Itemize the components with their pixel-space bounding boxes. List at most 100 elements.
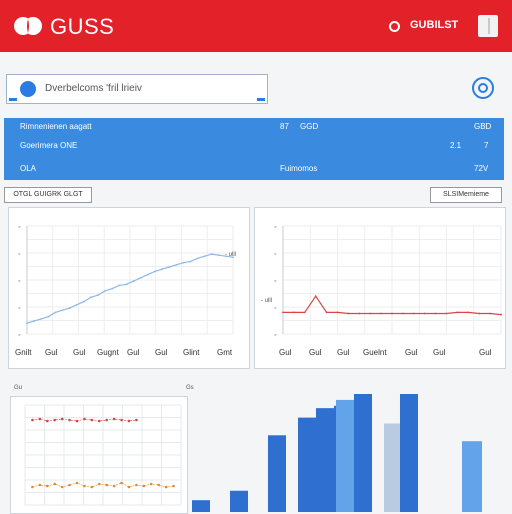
y-tick-label: ◦ <box>274 305 276 312</box>
data-point <box>125 283 128 286</box>
filter-button-right[interactable]: SLSIMemieme <box>430 187 502 203</box>
data-point <box>224 255 227 258</box>
right-xlabel-6: Gul <box>479 348 492 357</box>
bar-dark <box>400 394 418 512</box>
brand-name[interactable]: GUSS <box>50 14 115 39</box>
y-tick-label: ◦ <box>274 332 276 339</box>
filter-button-left[interactable]: OTGL GUIGRK GLGT <box>4 187 92 203</box>
data-point <box>61 309 64 312</box>
scatter-point <box>105 483 109 487</box>
bar-light <box>336 399 356 512</box>
banner-r3-val: 72V <box>474 164 489 173</box>
data-point <box>104 289 107 292</box>
data-point <box>210 253 213 255</box>
series-line <box>26 253 234 324</box>
data-point <box>189 260 192 263</box>
data-point <box>26 322 28 325</box>
left-chart-note: - ulll <box>225 252 237 258</box>
bar-dark <box>268 435 286 512</box>
bar-dark <box>316 408 334 512</box>
data-point <box>90 296 92 299</box>
y-tick-label: ◦ <box>274 278 276 285</box>
banner-r1-val3: GBD <box>474 122 492 131</box>
scatter-trend <box>32 418 137 422</box>
data-point <box>282 311 284 314</box>
banner-r2-label: Goerimera ONE <box>20 141 78 150</box>
banner-r1-val2: GGD <box>300 122 319 131</box>
y-tick-label: ◦ <box>18 278 20 285</box>
data-point <box>391 312 393 315</box>
search-input[interactable]: Dverbelcoms 'fril lrieiv <box>45 83 142 94</box>
search-box[interactable]: Dverbelcoms 'fril lrieiv <box>6 74 268 104</box>
banner-r2-val2: 7 <box>484 141 489 150</box>
data-point <box>232 256 234 259</box>
data-point <box>412 312 415 315</box>
data-point <box>478 312 481 315</box>
app-header: GUSS GUBILST <box>0 0 512 52</box>
data-point <box>203 255 206 258</box>
data-point <box>369 312 372 315</box>
scatter-point <box>142 484 146 488</box>
data-point <box>196 257 199 260</box>
data-point <box>111 287 114 290</box>
left-xlabel-7: Gmt <box>217 348 233 357</box>
right-xlabel-1: Gul <box>309 348 322 357</box>
status-dot-icon <box>389 21 400 32</box>
data-point <box>358 312 361 315</box>
right-xlabel-5: Gul <box>433 348 446 357</box>
data-point <box>336 311 339 314</box>
scatter-chart <box>24 404 182 506</box>
bar-dark <box>298 417 316 512</box>
bar-light <box>462 441 482 512</box>
data-point <box>347 312 350 315</box>
right-xlabel-2: Gul <box>337 348 350 357</box>
left-xlabel-5: Gul <box>155 348 168 357</box>
banner-r3-label: OLA <box>20 164 37 173</box>
left-xlabel-1: Gul <box>45 348 58 357</box>
y-tick-label: ◦ <box>18 332 20 339</box>
left-xlabel-2: Gul <box>73 348 86 357</box>
bar-dark <box>354 394 372 512</box>
data-point <box>68 307 71 309</box>
line-chart-panel-left: ◦ ◦ ◦ ◦ ◦ Gnilt Gul Gul Gugnt Gul Gul Glint … <box>8 207 250 369</box>
right-xlabel-3: Guelnt <box>363 348 387 357</box>
data-point <box>456 311 459 314</box>
right-xlabel-0: Gul <box>279 348 292 357</box>
data-point <box>168 266 170 268</box>
user-menu-label[interactable]: GUBILST <box>410 19 459 31</box>
banner-r2-val1: 2.1 <box>450 141 462 150</box>
data-point <box>182 261 185 264</box>
y-tick-label: ◦ <box>18 305 20 312</box>
left-xlabel-3: Gugnt <box>97 348 119 357</box>
data-point <box>434 312 437 315</box>
data-point <box>97 294 99 297</box>
menu-toggle-button[interactable] <box>478 15 498 37</box>
data-point <box>75 303 78 306</box>
bar-dark <box>230 490 248 512</box>
data-point <box>40 317 43 320</box>
data-point <box>293 311 295 314</box>
y-tick-label: ◦ <box>274 251 276 258</box>
data-point <box>500 313 502 316</box>
bar-dark <box>192 500 210 512</box>
scatter-panel-title: Gu <box>14 385 23 391</box>
data-point <box>153 270 156 273</box>
scatter-point <box>68 483 71 487</box>
data-point <box>33 320 36 322</box>
left-xlabel-0: Gnilt <box>15 348 32 357</box>
data-point <box>489 312 491 315</box>
data-point <box>467 311 470 314</box>
fingerprint-icon[interactable] <box>472 77 494 99</box>
right-chart-note: - ulll <box>261 298 273 304</box>
data-point <box>146 273 149 276</box>
data-point <box>314 295 317 298</box>
line-chart-panel-right: ◦ ◦ ◦ ◦ ◦ Gul Gul Gul Guelnt Gul Gul Gul - u… <box>254 207 506 369</box>
scatter-chart-panel <box>10 396 188 514</box>
data-point <box>217 254 220 257</box>
scatter-trend <box>32 482 174 488</box>
data-point <box>175 263 178 266</box>
scatter-point <box>157 483 161 487</box>
data-point <box>423 312 426 315</box>
data-point <box>380 312 382 315</box>
y-tick-label: ◦ <box>18 224 20 231</box>
